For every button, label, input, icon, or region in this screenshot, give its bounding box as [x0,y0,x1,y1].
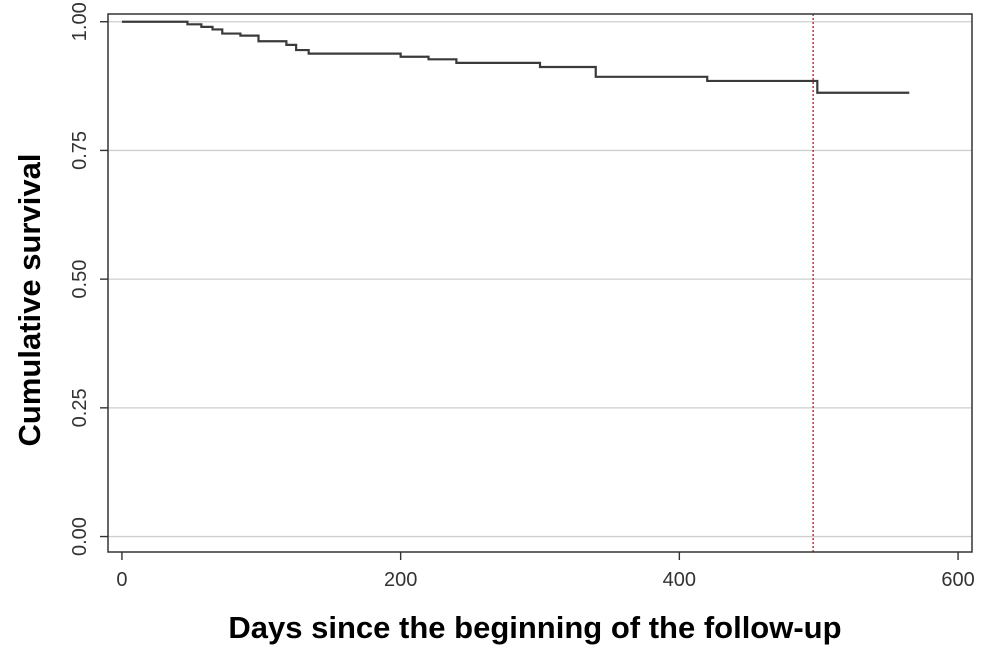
gridlines [108,21,972,538]
y-tick-label-0: 0.00 [69,517,91,556]
y-axis: 0.00 0.25 0.50 0.75 1.00 [69,2,108,556]
survival-curve-0 [121,20,910,94]
x-axis-title: Days since the beginning of the follow-u… [228,610,841,645]
series-layer [121,20,910,94]
y-axis-title: Cumulative survival [12,154,47,447]
y-tick-label-4: 1.00 [69,2,91,41]
y-tick-label-2: 0.50 [69,260,91,299]
y-tick-label-3: 0.75 [69,131,91,170]
x-axis: 0 200 400 600 [116,552,975,591]
x-tick-label-3: 600 [941,569,974,591]
x-tick-label-1: 200 [384,569,417,591]
x-tick-label-0: 0 [116,569,127,591]
plot-frame [107,13,973,553]
y-tick-label-1: 0.25 [69,388,91,427]
x-tick-label-2: 400 [663,569,696,591]
